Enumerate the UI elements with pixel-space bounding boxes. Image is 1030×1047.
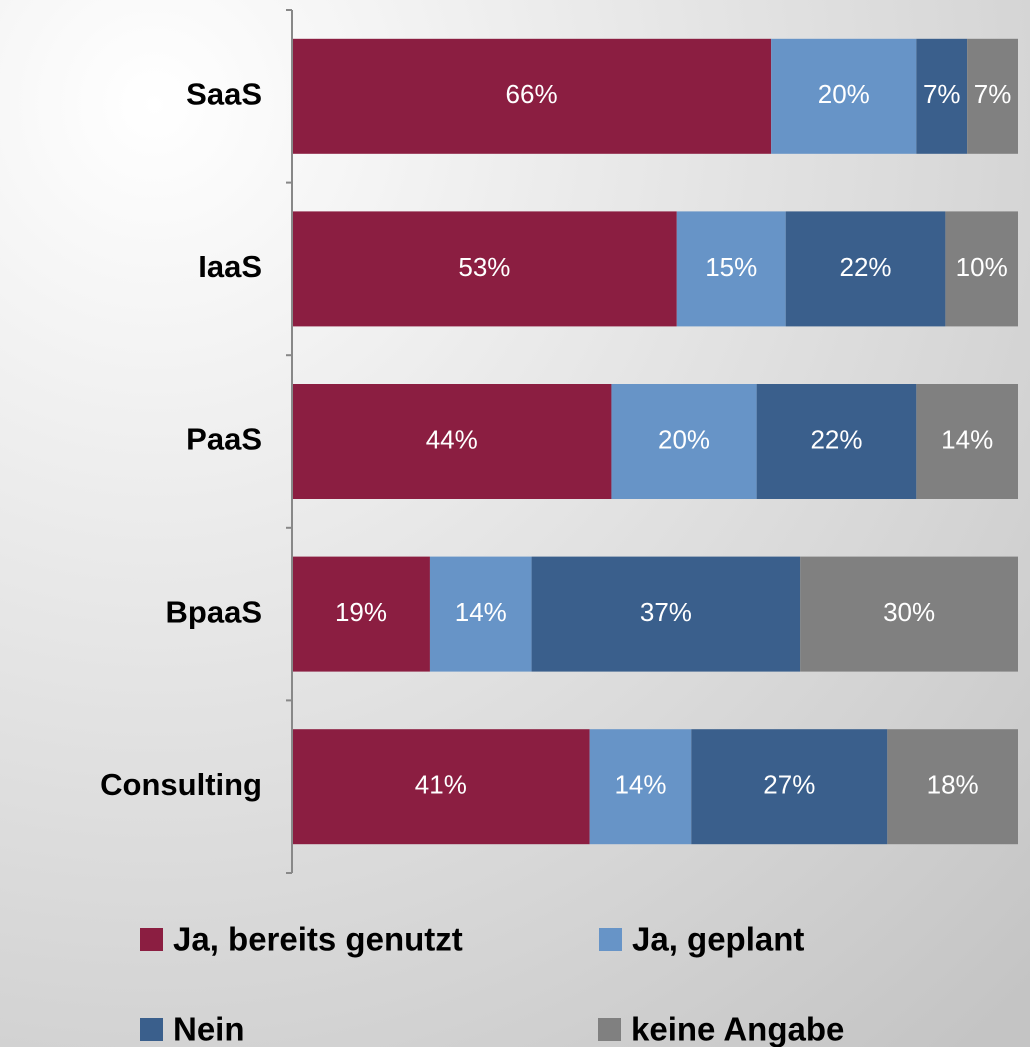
bar-segment <box>756 384 917 499</box>
value-label: 27% <box>763 770 815 800</box>
value-label: 14% <box>614 770 666 800</box>
legend-swatch <box>598 1018 621 1041</box>
bar-segment <box>916 384 1018 499</box>
bar-segment <box>676 211 786 327</box>
value-label: 66% <box>506 79 558 109</box>
value-label: 22% <box>840 252 892 282</box>
legend-label: Nein <box>173 1011 245 1047</box>
value-label: 15% <box>705 252 757 282</box>
value-label: 53% <box>458 252 510 282</box>
category-label: SaaS <box>186 76 262 111</box>
bar-segment <box>691 729 888 845</box>
value-label: 20% <box>818 79 870 109</box>
value-label: 10% <box>956 252 1008 282</box>
value-label: 20% <box>658 424 710 454</box>
bar-segment <box>916 38 968 154</box>
bar-segment <box>771 38 917 154</box>
bar-segment <box>785 211 946 327</box>
value-label: 30% <box>883 597 935 627</box>
bar-segment <box>589 729 692 845</box>
bar-segment <box>531 556 801 672</box>
category-label: PaaS <box>186 422 262 457</box>
bar-segment <box>292 211 677 327</box>
value-label: 7% <box>923 79 961 109</box>
legend-swatch <box>140 928 163 951</box>
bar-segment <box>611 384 757 499</box>
bar-segment <box>945 211 1018 327</box>
value-label: 19% <box>335 597 387 627</box>
value-label: 14% <box>941 424 993 454</box>
bar-segment <box>800 556 1018 672</box>
bar-segment <box>292 729 590 845</box>
bar-segment <box>967 38 1018 154</box>
value-label: 22% <box>810 424 862 454</box>
value-label: 37% <box>640 597 692 627</box>
bar-segment <box>292 384 612 499</box>
category-label: IaaS <box>198 249 262 284</box>
category-label: Consulting <box>100 767 262 802</box>
value-label: 7% <box>974 79 1012 109</box>
legend-swatch <box>599 928 622 951</box>
legend-label: Ja, bereits genutzt <box>173 921 463 958</box>
value-label: 14% <box>455 597 507 627</box>
value-label: 41% <box>415 770 467 800</box>
legend-label: keine Angabe <box>631 1011 844 1047</box>
bar-segment <box>429 556 532 672</box>
category-label: BpaaS <box>166 594 262 629</box>
bar-segment <box>292 556 430 672</box>
bar-segment <box>292 38 772 154</box>
bar-segment <box>887 729 1018 845</box>
value-label: 18% <box>927 770 979 800</box>
legend-label: Ja, geplant <box>632 921 804 958</box>
value-label: 44% <box>426 424 478 454</box>
legend-swatch <box>140 1018 163 1041</box>
